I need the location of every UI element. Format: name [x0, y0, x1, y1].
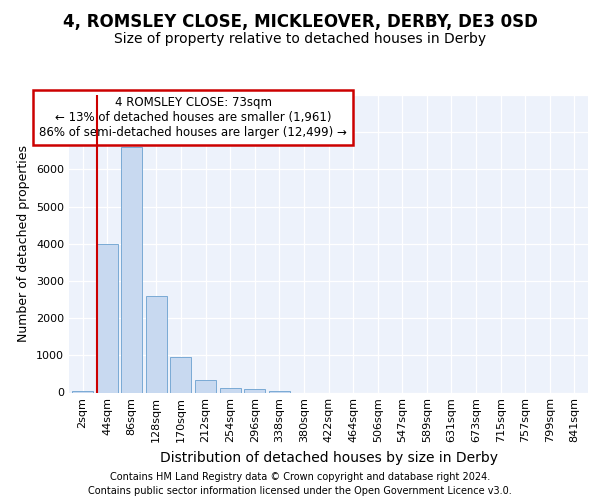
Bar — [269, 390, 290, 392]
Bar — [170, 357, 191, 392]
Bar — [220, 388, 241, 392]
X-axis label: Distribution of detached houses by size in Derby: Distribution of detached houses by size … — [160, 451, 497, 465]
Text: 4 ROMSLEY CLOSE: 73sqm
← 13% of detached houses are smaller (1,961)
86% of semi-: 4 ROMSLEY CLOSE: 73sqm ← 13% of detached… — [39, 96, 347, 139]
Bar — [244, 389, 265, 392]
Text: Size of property relative to detached houses in Derby: Size of property relative to detached ho… — [114, 32, 486, 46]
Bar — [146, 296, 167, 392]
Bar — [195, 380, 216, 392]
Bar — [72, 390, 93, 392]
Text: 4, ROMSLEY CLOSE, MICKLEOVER, DERBY, DE3 0SD: 4, ROMSLEY CLOSE, MICKLEOVER, DERBY, DE3… — [62, 12, 538, 30]
Text: Contains public sector information licensed under the Open Government Licence v3: Contains public sector information licen… — [88, 486, 512, 496]
Bar — [97, 244, 118, 392]
Bar — [121, 147, 142, 392]
Y-axis label: Number of detached properties: Number of detached properties — [17, 145, 31, 342]
Text: Contains HM Land Registry data © Crown copyright and database right 2024.: Contains HM Land Registry data © Crown c… — [110, 472, 490, 482]
